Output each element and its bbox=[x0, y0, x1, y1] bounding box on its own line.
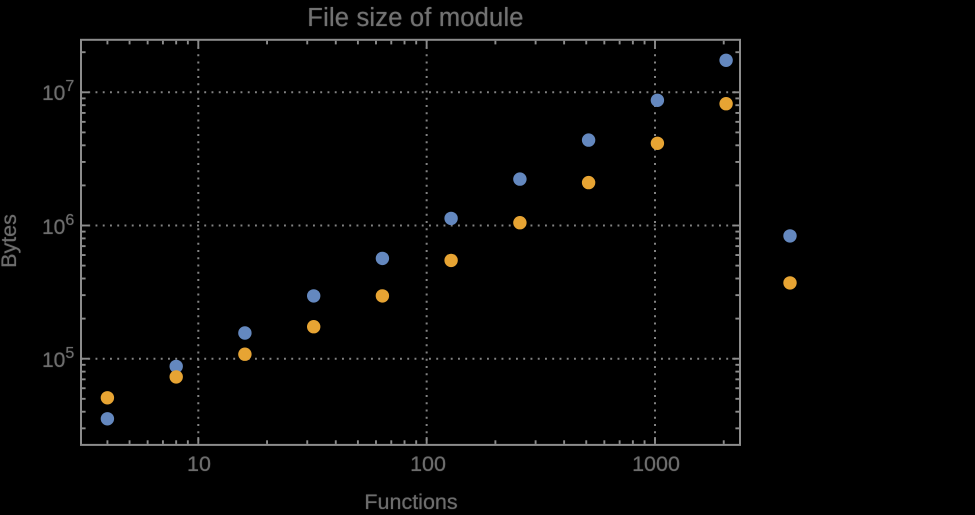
data-point-orange bbox=[376, 289, 389, 302]
data-point-blue bbox=[719, 54, 732, 67]
y-axis-label: Bytes bbox=[0, 191, 20, 291]
y-tick-label-10e5: 105 bbox=[42, 349, 74, 372]
data-point-blue bbox=[307, 289, 320, 302]
y-tick-exponent: 5 bbox=[65, 344, 74, 361]
data-point-blue bbox=[513, 172, 526, 185]
data-point-blue bbox=[783, 229, 796, 242]
y-tick-exponent: 7 bbox=[65, 78, 74, 95]
data-point-blue bbox=[376, 252, 389, 265]
x-tick-label-100: 100 bbox=[410, 453, 446, 477]
data-point-orange bbox=[513, 216, 526, 229]
plot-frame bbox=[81, 40, 740, 445]
data-point-orange bbox=[582, 176, 595, 189]
data-point-blue bbox=[582, 133, 595, 146]
data-point-blue bbox=[101, 412, 114, 425]
y-tick-base: 10 bbox=[42, 349, 65, 372]
data-point-orange bbox=[101, 391, 114, 404]
x-tick-label-10: 10 bbox=[187, 453, 211, 477]
data-point-orange bbox=[307, 320, 320, 333]
data-point-orange bbox=[719, 97, 732, 110]
data-point-orange bbox=[444, 254, 457, 267]
x-axis-label: Functions bbox=[0, 490, 822, 515]
data-point-blue bbox=[238, 326, 251, 339]
y-tick-base: 10 bbox=[42, 82, 65, 105]
data-point-orange bbox=[783, 276, 796, 289]
y-tick-base: 10 bbox=[42, 215, 65, 238]
chart-title: File size of module bbox=[0, 3, 831, 34]
y-tick-exponent: 6 bbox=[65, 211, 74, 228]
data-point-orange bbox=[651, 137, 664, 150]
data-point-orange bbox=[170, 370, 183, 383]
y-tick-label-10e6: 106 bbox=[42, 215, 74, 238]
data-point-blue bbox=[444, 212, 457, 225]
data-point-orange bbox=[238, 348, 251, 361]
x-tick-label-1000: 1000 bbox=[632, 453, 680, 477]
y-tick-label-10e7: 107 bbox=[42, 82, 74, 105]
data-point-blue bbox=[651, 94, 664, 107]
